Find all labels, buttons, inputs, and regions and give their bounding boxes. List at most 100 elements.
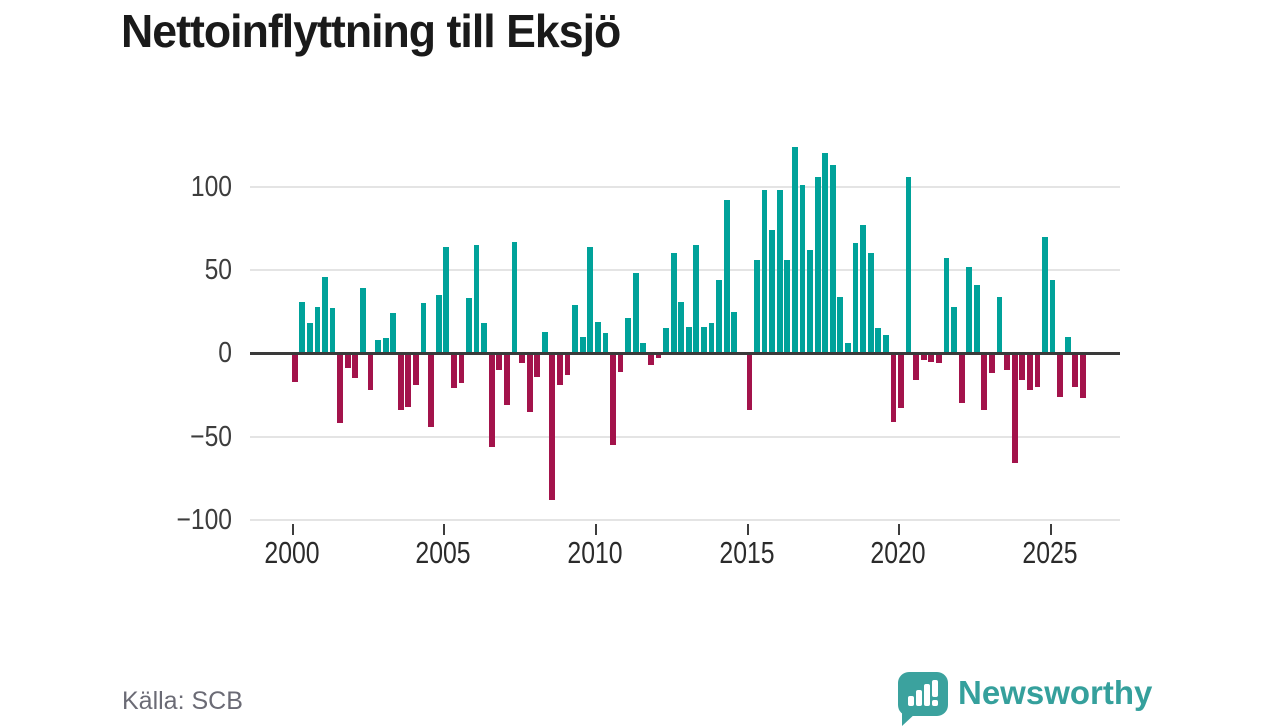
bar-2009-Q3	[579, 336, 586, 354]
bar-2024-Q1	[1019, 353, 1026, 380]
bar-2004-Q4	[435, 295, 442, 354]
bar-2001-Q4	[344, 353, 351, 369]
bar-2007-Q4	[526, 353, 533, 412]
x-axis-tick-2000	[291, 524, 294, 535]
bar-2023-Q1	[989, 353, 995, 374]
bar-2009-Q2	[572, 305, 579, 354]
x-axis-tick-2005	[443, 524, 446, 535]
bar-2018-Q1	[837, 296, 844, 354]
page-title: Nettoinflyttning till Eksjö	[121, 5, 621, 57]
bar-2011-Q4	[648, 353, 654, 365]
bar-2000-Q3	[306, 323, 313, 354]
bar-2002-Q1	[352, 353, 359, 379]
x-axis-label-2025: 2025	[1022, 535, 1078, 570]
grid-line--50	[250, 435, 1120, 438]
bar-2024-Q4	[1042, 236, 1048, 354]
bar-2012-Q2	[663, 328, 669, 354]
bar-2003-Q4	[405, 353, 412, 407]
bar-2005-Q1	[443, 246, 450, 354]
bar-2012-Q1	[655, 353, 662, 359]
bar-2021-Q4	[951, 306, 957, 354]
bar-2023-Q3	[1004, 353, 1011, 370]
bar-2008-Q4	[557, 353, 563, 385]
bar-2004-Q3	[428, 353, 435, 427]
bar-2016-Q2	[784, 260, 791, 354]
bar-2017-Q1	[807, 250, 813, 354]
bar-2005-Q4	[466, 298, 472, 354]
bar-2013-Q3	[701, 326, 707, 354]
bar-2009-Q1	[564, 353, 571, 375]
bar-2019-Q3	[882, 335, 889, 354]
source-note: Källa: SCB	[122, 687, 243, 715]
speech-bubble-tail	[902, 712, 917, 726]
bar-2020-Q1	[898, 353, 904, 409]
bar-2006-Q2	[481, 323, 488, 354]
x-axis-tick-2025	[1049, 524, 1052, 535]
brand-name: Newsworthy	[958, 674, 1153, 711]
grid-line-50	[250, 269, 1120, 271]
logo-exclamation-icon	[932, 680, 938, 697]
bar-2003-Q1	[382, 338, 389, 354]
bar-2021-Q2	[936, 353, 942, 364]
bar-2003-Q2	[390, 313, 397, 354]
bar-2002-Q4	[375, 340, 381, 354]
bar-2018-Q2	[845, 343, 851, 354]
bar-2025-Q4	[1072, 353, 1079, 387]
bar-2003-Q3	[397, 353, 404, 410]
bar-2009-Q4	[587, 246, 594, 354]
grid-line--100	[250, 519, 1120, 521]
bar-2008-Q1	[534, 353, 541, 377]
bar-2001-Q1	[322, 276, 328, 354]
bar-2001-Q3	[337, 353, 344, 424]
y-axis-label: 100	[190, 170, 232, 203]
bar-2000-Q4	[314, 306, 321, 354]
bar-2013-Q4	[708, 323, 715, 354]
bar-2000-Q2	[299, 301, 306, 354]
bar-2011-Q3	[640, 343, 647, 354]
bar-2011-Q1	[625, 318, 632, 354]
bar-2007-Q3	[519, 353, 525, 364]
bar-2013-Q1	[685, 326, 692, 354]
speech-bubble-icon	[898, 672, 948, 716]
bar-2018-Q4	[860, 225, 867, 354]
bar-2008-Q2	[541, 331, 548, 354]
bar-2023-Q2	[996, 296, 1003, 354]
bar-2015-Q1	[746, 353, 753, 410]
newsworthy-logo: Newsworthy	[898, 672, 1158, 726]
bar-2013-Q2	[693, 245, 700, 354]
bar-2022-Q2	[966, 266, 973, 354]
logo-chart-bar-icon	[924, 684, 930, 706]
bar-2018-Q3	[852, 243, 859, 354]
bar-2002-Q3	[367, 353, 374, 390]
bar-2014-Q2	[723, 200, 730, 354]
y-axis: 100 50 0 −50 −100	[130, 145, 232, 535]
bar-2016-Q4	[799, 185, 806, 354]
bar-2022-Q3	[973, 285, 980, 354]
y-axis-label: 0	[218, 337, 232, 370]
bar-2020-Q2	[905, 176, 912, 354]
bar-2014-Q1	[716, 280, 723, 354]
logo-chart-bar-icon	[916, 690, 922, 706]
bar-2021-Q3	[943, 258, 950, 354]
bar-2004-Q1	[413, 353, 419, 385]
grid-line-100	[250, 185, 1120, 188]
logo-exclamation-dot-icon	[932, 700, 938, 706]
bar-2020-Q3	[913, 353, 920, 380]
bar-2015-Q3	[761, 190, 768, 354]
bar-2008-Q3	[549, 353, 556, 500]
bar-2010-Q1	[594, 321, 601, 354]
bar-2021-Q1	[928, 353, 935, 362]
bar-2010-Q3	[610, 353, 616, 445]
bar-2001-Q2	[329, 308, 336, 354]
bar-2016-Q1	[776, 190, 783, 354]
x-axis-label-2005: 2005	[415, 535, 471, 570]
bar-2017-Q2	[814, 176, 821, 354]
bar-2020-Q4	[920, 353, 927, 360]
bar-2010-Q2	[602, 333, 609, 354]
bar-2019-Q1	[867, 253, 874, 354]
bar-2000-Q1	[291, 353, 298, 382]
bar-2019-Q2	[875, 328, 882, 354]
zero-axis-line	[250, 351, 1120, 355]
bar-2015-Q4	[769, 230, 776, 354]
bar-2012-Q4	[678, 301, 685, 354]
